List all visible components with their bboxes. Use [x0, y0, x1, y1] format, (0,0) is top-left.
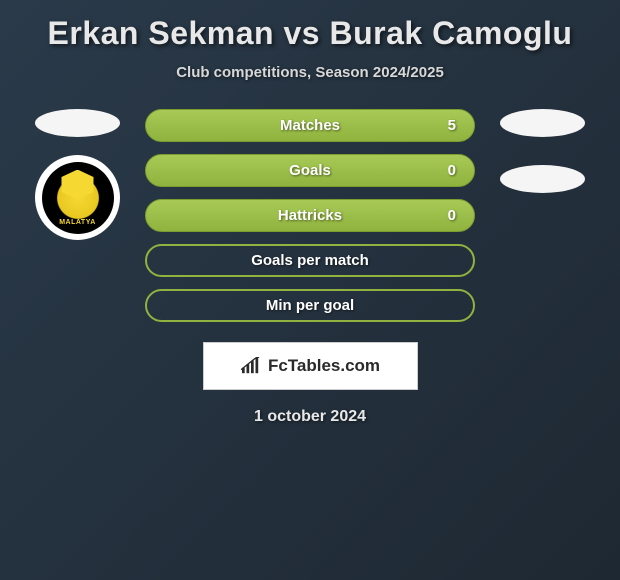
- chart-icon: [240, 357, 262, 375]
- stat-label: Goals: [289, 162, 331, 179]
- date-text: 1 october 2024: [0, 408, 620, 426]
- content-row: MALATYA Matches 5 Goals 0 Hattricks 0 Go…: [0, 109, 620, 322]
- stat-row-matches: Matches 5: [145, 109, 475, 142]
- stat-value: 0: [448, 162, 456, 179]
- player-flag-placeholder-right-1: [500, 109, 585, 137]
- stat-label: Hattricks: [278, 207, 342, 224]
- brand-text: FcTables.com: [268, 356, 380, 376]
- badge-inner: MALATYA: [42, 162, 114, 234]
- page-title: Erkan Sekman vs Burak Camoglu: [0, 15, 620, 52]
- player-flag-placeholder-left: [35, 109, 120, 137]
- player-flag-placeholder-right-2: [500, 165, 585, 193]
- left-column: MALATYA: [30, 109, 125, 240]
- stat-label: Matches: [280, 117, 340, 134]
- stat-label: Min per goal: [266, 297, 354, 314]
- stat-value: 5: [448, 117, 456, 134]
- brand-box: FcTables.com: [203, 342, 418, 390]
- stat-row-hattricks: Hattricks 0: [145, 199, 475, 232]
- badge-text: MALATYA: [59, 219, 96, 226]
- stat-row-goals: Goals 0: [145, 154, 475, 187]
- stat-row-goals-per-match: Goals per match: [145, 244, 475, 277]
- infographic-container: Erkan Sekman vs Burak Camoglu Club compe…: [0, 0, 620, 441]
- right-column: [495, 109, 590, 193]
- stats-column: Matches 5 Goals 0 Hattricks 0 Goals per …: [145, 109, 475, 322]
- stat-label: Goals per match: [251, 252, 369, 269]
- subtitle: Club competitions, Season 2024/2025: [0, 64, 620, 81]
- stat-row-min-per-goal: Min per goal: [145, 289, 475, 322]
- stat-value: 0: [448, 207, 456, 224]
- club-badge-left: MALATYA: [35, 155, 120, 240]
